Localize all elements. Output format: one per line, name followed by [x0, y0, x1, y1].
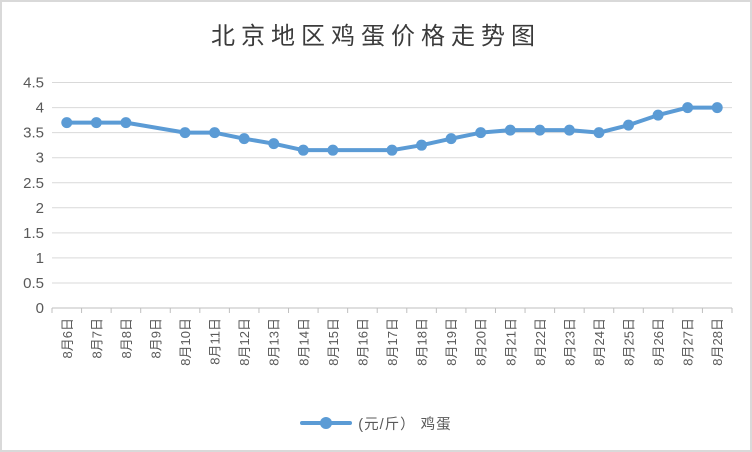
y-axis-tick-label: 2.5	[23, 175, 44, 192]
x-axis-category-label: 8月21日	[503, 318, 518, 366]
legend-dot-icon	[320, 417, 333, 429]
x-axis-category-label: 8月20日	[474, 318, 489, 366]
x-axis-category-label: 8月13日	[267, 318, 282, 366]
x-axis-category-label: 8月11日	[208, 318, 223, 365]
data-point-marker	[179, 127, 191, 139]
x-axis-category-label: 8月19日	[444, 318, 459, 366]
data-point-marker	[209, 127, 221, 139]
data-point-marker	[120, 117, 132, 129]
data-point-marker	[475, 127, 487, 139]
legend: (元/斤） 鸡蛋	[2, 410, 750, 436]
data-point-marker	[268, 138, 280, 150]
x-axis-category-label: 8月22日	[533, 318, 548, 366]
y-axis-tick-label: 4	[36, 100, 44, 117]
series-line-egg-price	[64, 105, 720, 153]
data-point-marker	[652, 109, 664, 121]
x-axis-category-label: 8月24日	[592, 318, 607, 366]
x-axis-category-label: 8月26日	[651, 318, 666, 366]
data-point-marker	[593, 127, 605, 139]
x-axis-category-label: 8月17日	[385, 318, 400, 366]
chart-title: 北京地区鸡蛋价格走势图	[211, 22, 541, 50]
data-point-marker	[682, 102, 694, 114]
y-axis-tick-label: 4.5	[23, 75, 44, 92]
y-axis-tick-label: 2	[36, 200, 44, 217]
x-axis-category-label: 8月7日	[89, 318, 104, 358]
data-point-marker	[534, 124, 546, 136]
legend-label: (元/斤） 鸡蛋	[358, 416, 452, 433]
data-point-marker	[711, 102, 723, 114]
x-axis-category-label: 8月12日	[237, 318, 252, 366]
data-point-marker	[90, 117, 102, 129]
legend-line-marker-icon	[300, 417, 353, 429]
y-axis-tick-label: 1	[36, 250, 44, 267]
data-point-marker	[327, 144, 339, 156]
x-axis-category-label: 8月10日	[178, 318, 193, 366]
data-point-marker	[238, 133, 250, 145]
x-axis-category-label: 8月23日	[562, 318, 577, 366]
x-axis-category-label: 8月25日	[622, 318, 637, 366]
y-axis-tick-label: 3.5	[23, 125, 44, 142]
x-axis-category-label: 8月16日	[355, 318, 370, 366]
y-axis-tick-label: 0.5	[23, 275, 44, 292]
data-point-marker	[445, 133, 457, 145]
x-axis-category-label: 8月18日	[415, 318, 430, 366]
x-axis-category-label: 8月8日	[119, 318, 134, 358]
x-axis-category-label: 8月9日	[148, 318, 163, 358]
data-point-marker	[623, 119, 635, 131]
x-axis-category-label: 8月6日	[60, 318, 75, 358]
x-axis-category-label: 8月27日	[681, 318, 696, 366]
y-axis-tick-label: 1.5	[23, 225, 44, 242]
x-axis-category-label: 8月28日	[710, 318, 725, 366]
y-axis-tick-label: 3	[36, 150, 44, 167]
data-point-marker	[504, 124, 516, 136]
x-axis-category-label: 8月14日	[296, 318, 311, 366]
data-point-marker	[297, 144, 309, 156]
data-point-marker	[563, 124, 575, 136]
data-point-marker	[386, 144, 398, 156]
x-axis-category-label: 8月15日	[326, 318, 341, 366]
y-axis-tick-label: 0	[36, 300, 44, 317]
data-point-marker	[61, 117, 73, 129]
data-point-marker	[416, 139, 428, 151]
